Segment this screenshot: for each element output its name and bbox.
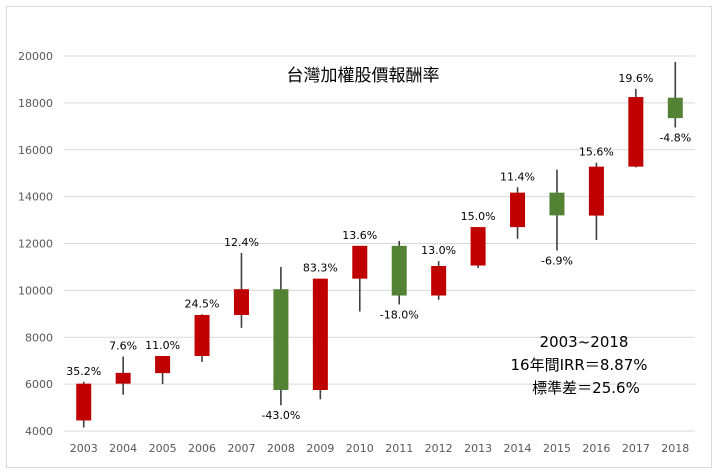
candle-body [155,356,171,374]
candle-body [549,192,565,216]
candle-body [628,97,644,167]
return-label: 19.6% [618,72,653,85]
x-tick-label: 2004 [109,442,137,455]
annotation-box: 2003~2018 16年間IRR＝8.87% 標準差＝25.6% [510,333,647,397]
return-label: 11.4% [500,170,535,183]
candle-body [470,227,486,266]
return-label: 24.5% [185,297,220,310]
x-tick-label: 2003 [70,442,98,455]
candle-body [667,97,683,119]
candle-body [76,383,92,421]
x-tick-label: 2015 [543,442,571,455]
annotation-line-1: 2003~2018 [540,333,629,351]
x-axis-tick-labels: 2003 2004 2005 2006 2007 2008 2009 2010 2011 2012… [70,442,690,455]
y-tick-label: 20000 [18,50,53,63]
return-label: 11.0% [145,339,180,352]
y-tick-label: 12000 [18,238,53,251]
return-label: 12.4% [224,236,259,249]
y-tick-label: 8000 [25,331,53,344]
return-label: -6.9% [541,255,573,268]
y-tick-label: 14000 [18,191,53,204]
candle-body [194,314,210,356]
candle-body [588,166,604,216]
x-tick-label: 2016 [582,442,610,455]
y-tick-label: 18000 [18,97,53,110]
chart-title: 台灣加權股價報酬率 [287,66,440,86]
x-tick-label: 2005 [149,442,177,455]
x-tick-label: 2014 [504,442,532,455]
return-label: 15.6% [579,146,614,159]
x-tick-label: 2010 [346,442,374,455]
return-label: 35.2% [66,365,101,378]
return-label: -43.0% [261,409,300,422]
candle-body [510,192,526,228]
return-label: 13.6% [342,229,377,242]
candle-body [233,289,249,315]
y-tick-label: 4000 [25,425,53,438]
return-label: 13.0% [421,244,456,257]
x-tick-label: 2018 [661,442,689,455]
x-tick-label: 2011 [385,442,413,455]
candle-body [312,278,328,390]
candle-body [273,289,289,390]
gridlines [64,55,695,432]
x-tick-label: 2013 [464,442,492,455]
candle-body [115,372,131,384]
return-label: 7.6% [109,339,137,352]
x-tick-label: 2008 [267,442,295,455]
candles [76,61,683,428]
return-label: -18.0% [380,308,419,321]
x-tick-label: 2006 [188,442,216,455]
return-label: -4.8% [659,131,691,144]
candle-body [431,266,447,296]
y-axis-tick-labels: 4000 6000 8000 10000 12000 14000 16000 18000 200… [18,50,53,438]
x-tick-label: 2009 [306,442,334,455]
candle-body [391,245,407,296]
x-tick-label: 2017 [622,442,650,455]
candle-body [352,245,368,279]
y-tick-label: 6000 [25,378,53,391]
return-label: 83.3% [303,262,338,275]
x-tick-label: 2007 [227,442,255,455]
y-tick-label: 16000 [18,144,53,157]
return-labels: 35.2% 7.6% 11.0% 24.5% 12.4% -43.0% 83.3% 13.6%… [66,72,691,422]
annotation-line-2: 16年間IRR＝8.87% [510,356,647,374]
annotation-line-3: 標準差＝25.6% [532,379,640,397]
y-tick-label: 10000 [18,284,53,297]
x-tick-label: 2012 [425,442,453,455]
return-label: 15.0% [461,210,496,223]
